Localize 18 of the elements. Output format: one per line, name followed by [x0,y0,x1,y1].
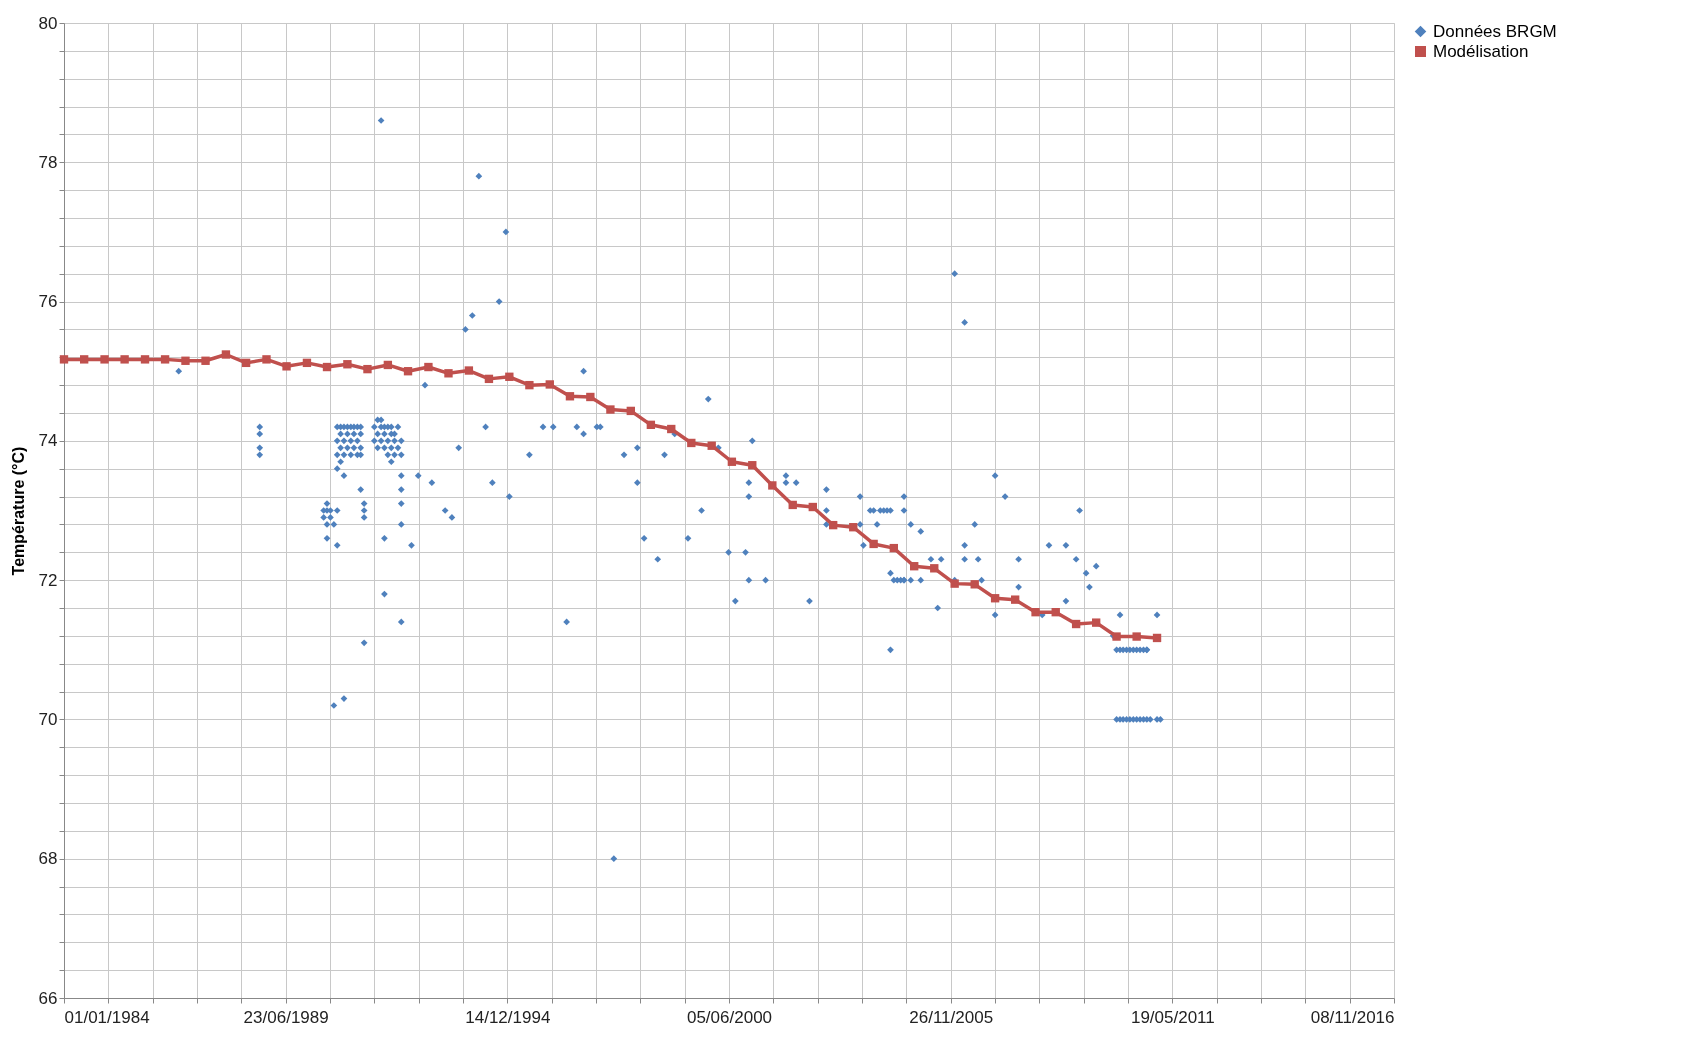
x-tick-label: 23/06/1989 [243,1007,329,1027]
x-tick-label: 14/12/1994 [465,1007,551,1027]
x-tick-label: 01/01/1984 [64,1007,150,1027]
y-tick-label: 70 [38,709,58,729]
legend-label: Données BRGM [1433,21,1557,41]
x-tick-label: 26/11/2005 [909,1007,994,1027]
y-tick-label: 66 [38,988,58,1008]
x-tick-label: 05/06/2000 [686,1007,773,1027]
y-tick-label: 76 [38,292,58,312]
y-tick-label: 74 [38,431,58,451]
x-tick-label: 19/05/2011 [1130,1007,1215,1027]
y-tick-label: 72 [38,570,58,590]
y-tick-label: 78 [38,152,58,172]
y-tick-label: 80 [38,13,58,33]
y-tick-label: 68 [38,849,58,869]
y-axis-title: Température (°C) [9,446,27,576]
x-tick-label: 08/11/2016 [1310,1007,1395,1027]
legend-label: Modélisation [1433,41,1529,61]
